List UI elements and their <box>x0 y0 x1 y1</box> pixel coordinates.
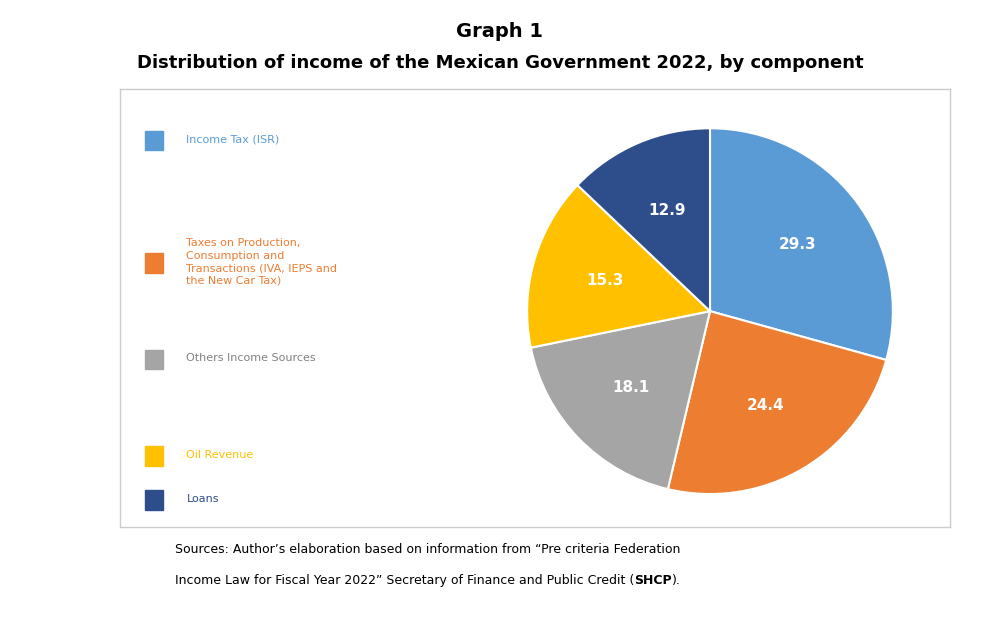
Wedge shape <box>527 185 710 348</box>
Bar <box>145 446 163 465</box>
Text: 29.3: 29.3 <box>779 237 816 252</box>
Text: Loans: Loans <box>186 493 219 504</box>
Text: Income Tax (ISR): Income Tax (ISR) <box>186 134 280 144</box>
Text: 15.3: 15.3 <box>586 274 623 288</box>
Text: 12.9: 12.9 <box>648 203 685 218</box>
Bar <box>145 350 163 370</box>
Bar <box>145 490 163 509</box>
Text: Taxes on Production,
Consumption and
Transactions (IVA, IEPS and
the New Car Tax: Taxes on Production, Consumption and Tra… <box>186 238 337 286</box>
Text: Sources: Author’s elaboration based on information from “Pre criteria Federation: Sources: Author’s elaboration based on i… <box>175 543 680 556</box>
Bar <box>145 131 163 150</box>
Bar <box>145 253 163 273</box>
Text: Oil Revenue: Oil Revenue <box>186 450 254 460</box>
Text: Others Income Sources: Others Income Sources <box>186 353 316 363</box>
Text: SHCP: SHCP <box>634 575 672 587</box>
Wedge shape <box>668 311 886 494</box>
Text: 24.4: 24.4 <box>747 398 785 413</box>
Wedge shape <box>710 128 893 360</box>
Wedge shape <box>577 128 710 311</box>
Text: 18.1: 18.1 <box>613 380 650 395</box>
Text: ).: ). <box>672 575 681 587</box>
Text: Distribution of income of the Mexican Government 2022, by component: Distribution of income of the Mexican Go… <box>137 54 863 72</box>
Text: Graph 1: Graph 1 <box>456 22 544 41</box>
Text: Income Law for Fiscal Year 2022” Secretary of Finance and Public Credit (: Income Law for Fiscal Year 2022” Secreta… <box>175 575 634 587</box>
Wedge shape <box>531 311 710 489</box>
